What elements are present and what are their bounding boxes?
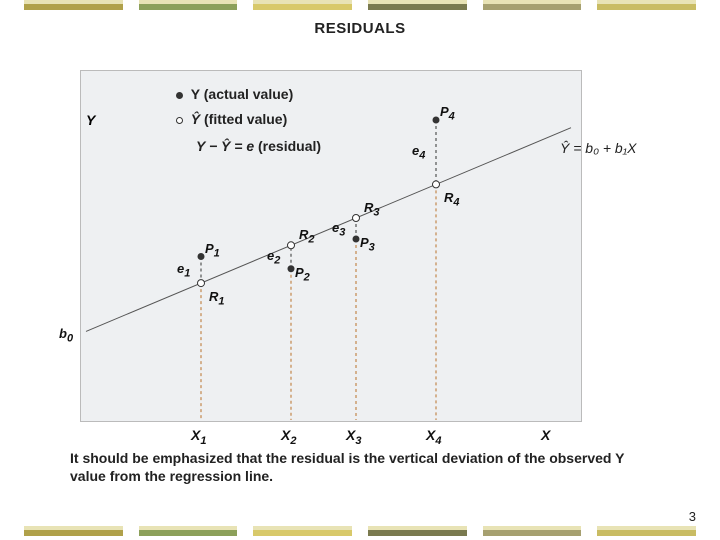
legend-residual-pre: Y − Ŷ = e (196, 138, 254, 154)
legend-fitted: Ŷ (fitted value) (176, 111, 287, 127)
caption-text: It should be emphasized that the residua… (70, 450, 660, 485)
page-number: 3 (689, 509, 696, 524)
accent-bar-row-bottom (0, 526, 720, 540)
accent-bar-row (0, 0, 720, 14)
y-axis-label: Y (86, 112, 95, 128)
legend-residual-post: (residual) (254, 138, 321, 154)
page-title: RESIDUALS (0, 20, 720, 37)
regression-equation: Ŷ = b₀ + b₁X (560, 140, 636, 156)
legend-residual: Y − Ŷ = e (residual) (196, 138, 321, 154)
legend-fitted-post: (fitted value) (200, 111, 287, 127)
residuals-chart: Y (actual value) Ŷ (fitted value) Y − Ŷ … (80, 70, 582, 422)
open-dot-icon (176, 117, 183, 124)
filled-dot-icon (176, 92, 183, 99)
legend-actual-text: Y (actual value) (191, 86, 293, 102)
legend-fitted-pre: Ŷ (191, 111, 200, 127)
legend-actual: Y (actual value) (176, 86, 293, 102)
